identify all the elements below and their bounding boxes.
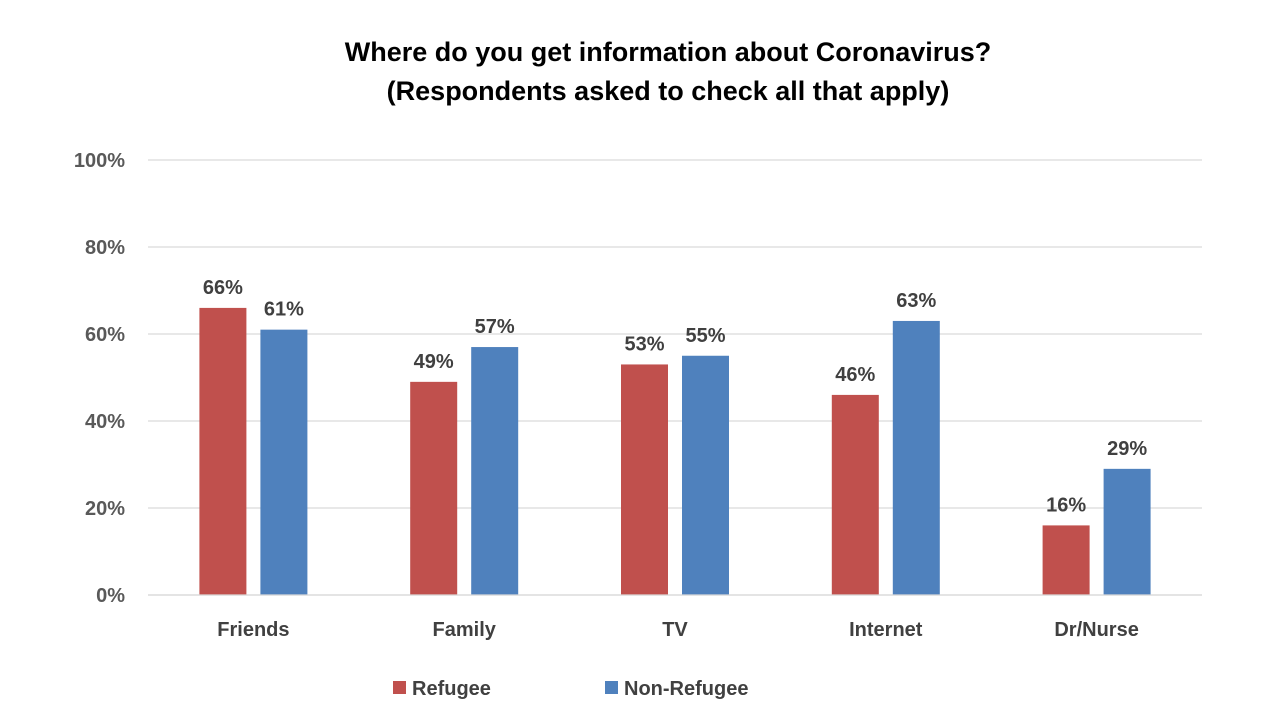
legend-swatch-non-refugee [605, 681, 618, 694]
data-label-refugee: 46% [835, 364, 875, 386]
bar-refugee [621, 364, 668, 595]
bar-non-refugee [471, 347, 518, 595]
data-label-refugee: 66% [203, 277, 243, 299]
data-label-refugee: 49% [414, 351, 454, 373]
data-label-refugee: 16% [1046, 494, 1086, 516]
data-label-non-refugee: 61% [264, 299, 304, 321]
x-tick-label: Family [433, 619, 497, 641]
bar-non-refugee [682, 356, 729, 595]
bar-refugee [410, 382, 457, 595]
bar-refugee [199, 308, 246, 595]
bar-refugee [832, 395, 879, 595]
data-label-refugee: 53% [624, 333, 664, 355]
bar-non-refugee [1104, 469, 1151, 595]
y-axis-ticks: 0% 20% 40% 60% 80% 100% [74, 150, 125, 607]
chart-title: Where do you get information about Coron… [345, 37, 992, 67]
x-tick-label: TV [662, 619, 688, 641]
x-tick-label: Internet [849, 619, 923, 641]
y-tick-label: 100% [74, 150, 125, 172]
data-labels: 66% 61% 49% 57% 53% 55% 46% 63% 16% 29% [203, 277, 1147, 517]
x-tick-label: Dr/Nurse [1054, 619, 1138, 641]
bar-chart: Where do you get information about Coron… [0, 0, 1280, 720]
chart-canvas: Where do you get information about Coron… [0, 0, 1280, 720]
chart-subtitle: (Respondents asked to check all that app… [387, 76, 950, 106]
legend: Refugee Non-Refugee [393, 678, 748, 700]
bar-non-refugee [260, 330, 307, 595]
legend-label-refugee: Refugee [412, 678, 491, 700]
y-tick-label: 80% [85, 237, 125, 259]
y-tick-label: 0% [96, 585, 125, 607]
data-label-non-refugee: 63% [896, 290, 936, 312]
bar-non-refugee [893, 321, 940, 595]
y-tick-label: 20% [85, 498, 125, 520]
y-tick-label: 60% [85, 324, 125, 346]
legend-label-non-refugee: Non-Refugee [624, 678, 748, 700]
bars [148, 308, 1202, 595]
x-axis-ticks: Friends Family TV Internet Dr/Nurse [217, 619, 1139, 641]
y-tick-label: 40% [85, 411, 125, 433]
x-tick-label: Friends [217, 619, 289, 641]
data-label-non-refugee: 29% [1107, 438, 1147, 460]
legend-swatch-refugee [393, 681, 406, 694]
data-label-non-refugee: 55% [685, 325, 725, 347]
bar-refugee [1043, 525, 1090, 595]
data-label-non-refugee: 57% [475, 316, 515, 338]
